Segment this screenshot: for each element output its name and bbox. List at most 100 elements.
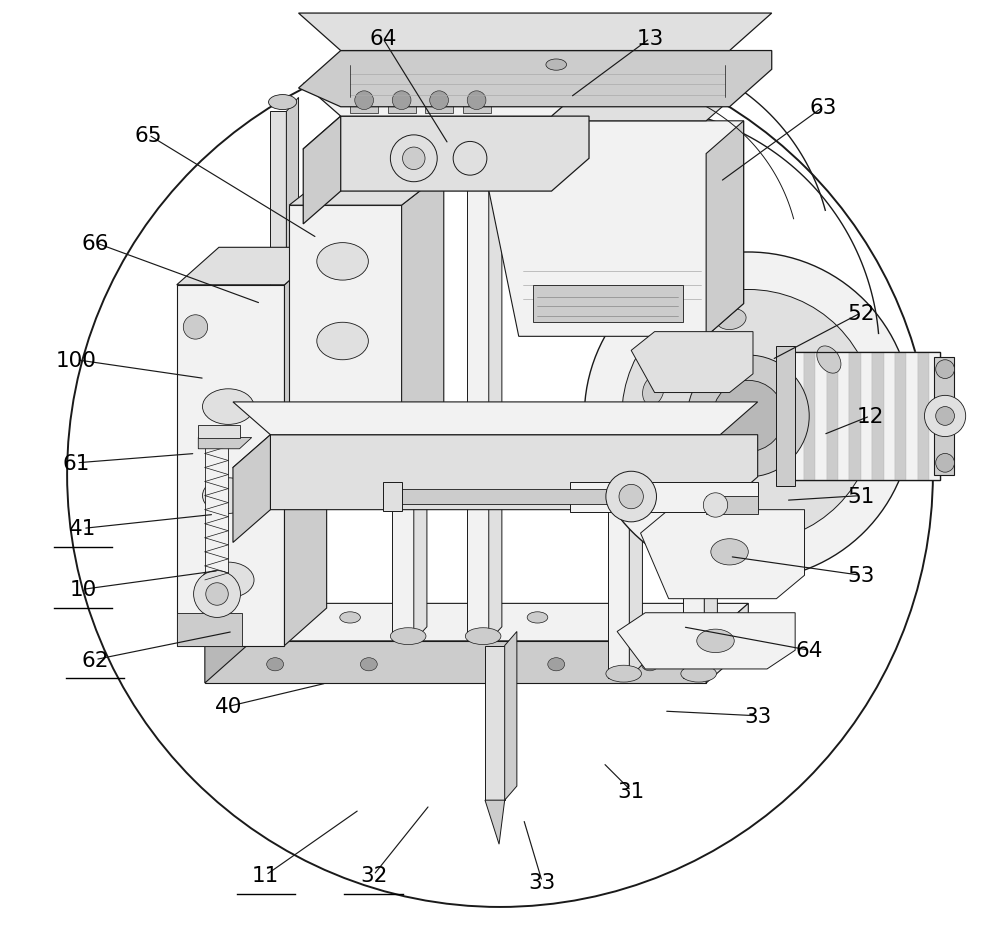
- Circle shape: [713, 381, 784, 452]
- Polygon shape: [918, 353, 929, 480]
- Polygon shape: [402, 173, 444, 505]
- Polygon shape: [617, 613, 795, 669]
- Circle shape: [403, 148, 425, 170]
- Polygon shape: [233, 435, 270, 543]
- Polygon shape: [414, 173, 427, 641]
- Polygon shape: [205, 604, 748, 641]
- Text: 32: 32: [360, 865, 387, 885]
- Polygon shape: [303, 117, 341, 225]
- Ellipse shape: [681, 665, 716, 682]
- Ellipse shape: [465, 141, 501, 158]
- Polygon shape: [804, 353, 815, 480]
- Ellipse shape: [317, 243, 368, 281]
- Ellipse shape: [203, 478, 254, 514]
- Polygon shape: [631, 332, 753, 393]
- Polygon shape: [299, 14, 772, 51]
- Ellipse shape: [546, 60, 567, 71]
- Ellipse shape: [527, 612, 548, 623]
- Polygon shape: [884, 353, 895, 480]
- Polygon shape: [934, 358, 954, 475]
- Ellipse shape: [686, 612, 707, 623]
- Text: 10: 10: [69, 579, 97, 600]
- Text: 65: 65: [135, 125, 162, 146]
- Polygon shape: [481, 89, 744, 122]
- Ellipse shape: [267, 658, 284, 671]
- Ellipse shape: [390, 628, 426, 645]
- Ellipse shape: [643, 376, 664, 406]
- Polygon shape: [781, 353, 792, 480]
- Circle shape: [924, 396, 966, 437]
- Polygon shape: [629, 487, 642, 679]
- Polygon shape: [849, 353, 861, 480]
- Text: 61: 61: [63, 453, 90, 474]
- Polygon shape: [463, 91, 491, 114]
- Ellipse shape: [711, 539, 748, 565]
- Polygon shape: [706, 122, 744, 337]
- Polygon shape: [706, 496, 758, 515]
- Circle shape: [67, 42, 933, 907]
- Polygon shape: [233, 435, 758, 510]
- Polygon shape: [906, 353, 918, 480]
- Text: 40: 40: [215, 696, 242, 717]
- Bar: [781, 353, 940, 480]
- Text: 33: 33: [529, 871, 556, 892]
- Polygon shape: [792, 353, 804, 480]
- Polygon shape: [861, 353, 872, 480]
- Polygon shape: [641, 510, 805, 599]
- Polygon shape: [706, 604, 748, 683]
- Text: 41: 41: [69, 519, 97, 539]
- Ellipse shape: [360, 658, 377, 671]
- Polygon shape: [570, 482, 758, 512]
- Ellipse shape: [548, 658, 565, 671]
- Text: 64: 64: [369, 29, 397, 50]
- Polygon shape: [683, 505, 704, 679]
- Circle shape: [936, 407, 954, 426]
- Ellipse shape: [255, 612, 276, 623]
- Polygon shape: [205, 435, 228, 585]
- Polygon shape: [198, 426, 240, 438]
- Ellipse shape: [641, 658, 658, 671]
- Polygon shape: [485, 646, 505, 800]
- Polygon shape: [284, 248, 327, 646]
- Text: 11: 11: [252, 865, 279, 885]
- Polygon shape: [815, 353, 827, 480]
- Ellipse shape: [697, 630, 734, 653]
- Polygon shape: [289, 206, 402, 505]
- Polygon shape: [505, 632, 517, 800]
- Polygon shape: [872, 353, 884, 480]
- Ellipse shape: [606, 488, 641, 505]
- Ellipse shape: [817, 346, 841, 373]
- Polygon shape: [303, 84, 589, 117]
- Text: 13: 13: [636, 29, 664, 50]
- Circle shape: [453, 142, 487, 176]
- Polygon shape: [205, 641, 706, 683]
- Circle shape: [183, 315, 208, 340]
- Ellipse shape: [317, 412, 368, 449]
- Polygon shape: [489, 140, 502, 641]
- Polygon shape: [289, 173, 444, 206]
- Circle shape: [430, 92, 448, 110]
- Polygon shape: [388, 490, 631, 505]
- Polygon shape: [485, 800, 505, 844]
- Circle shape: [936, 454, 954, 473]
- Text: 33: 33: [744, 706, 771, 726]
- Ellipse shape: [621, 612, 641, 623]
- Text: 62: 62: [81, 650, 109, 670]
- Polygon shape: [286, 98, 299, 641]
- Circle shape: [687, 356, 809, 477]
- Circle shape: [703, 493, 728, 518]
- Ellipse shape: [606, 665, 641, 682]
- Circle shape: [584, 253, 912, 580]
- Ellipse shape: [672, 479, 698, 505]
- Text: 63: 63: [810, 97, 837, 118]
- Ellipse shape: [317, 323, 368, 360]
- Polygon shape: [383, 483, 402, 511]
- Polygon shape: [233, 402, 758, 435]
- Text: 31: 31: [618, 781, 645, 801]
- Ellipse shape: [269, 95, 297, 110]
- Text: 52: 52: [847, 303, 874, 324]
- Circle shape: [392, 92, 411, 110]
- Circle shape: [467, 92, 486, 110]
- Polygon shape: [205, 604, 247, 683]
- Circle shape: [619, 485, 643, 509]
